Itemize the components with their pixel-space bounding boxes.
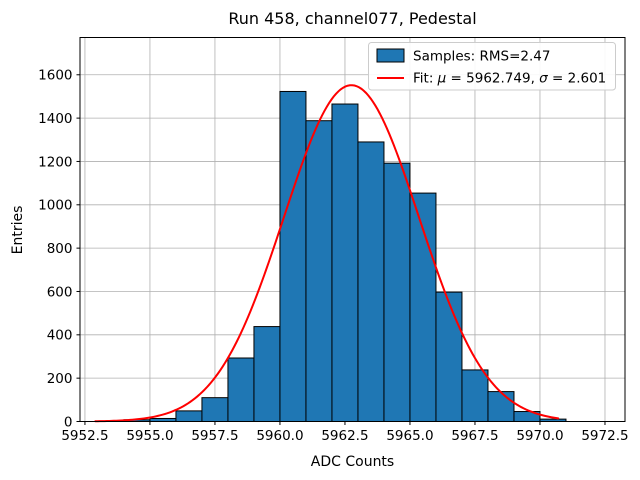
y-tick-label: 1600 <box>38 68 72 84</box>
y-tick-label: 1000 <box>38 198 72 214</box>
chart-title: Run 458, channel077, Pedestal <box>228 9 476 28</box>
histogram-bar <box>487 391 515 423</box>
x-tick-label: 5960.0 <box>256 428 303 444</box>
x-tick-label: 5970.0 <box>516 428 563 444</box>
histogram-bar <box>201 397 229 423</box>
x-axis-label: ADC Counts <box>311 454 394 470</box>
histogram-bar <box>357 141 385 422</box>
gaussian-fit-curve <box>94 84 560 423</box>
x-tick-label: 5952.5 <box>61 428 108 444</box>
y-tick-label: 800 <box>47 241 73 257</box>
legend-fit-label: Fit: μ = 5962.749, σ = 2.601 <box>413 71 606 87</box>
x-tick-label: 5965.0 <box>386 428 433 444</box>
y-tick-label: 200 <box>47 371 73 387</box>
legend-samples-swatch <box>376 48 405 63</box>
histogram-bar <box>253 326 281 423</box>
histogram-bar <box>227 357 255 423</box>
legend-samples-label: Samples: RMS=2.47 <box>413 49 550 65</box>
y-tick-label: 0 <box>64 414 73 430</box>
x-tick-label: 5957.5 <box>191 428 238 444</box>
axes-frame <box>79 37 626 422</box>
x-tick-label: 5962.5 <box>321 428 368 444</box>
fit-curve-path <box>94 84 560 423</box>
histogram-bar <box>305 120 333 422</box>
histogram-bar <box>461 369 489 422</box>
histogram-bar <box>279 90 307 422</box>
x-tick-label: 5967.5 <box>451 428 498 444</box>
legend-frame <box>368 42 616 91</box>
legend-box: Samples: RMS=2.47 Fit: μ = 5962.749, σ =… <box>368 42 616 91</box>
y-tick-label: 1200 <box>38 154 72 170</box>
axes-spines <box>79 37 626 422</box>
histogram-bar <box>175 410 203 423</box>
y-tick-label: 400 <box>47 328 73 344</box>
y-tick-label: 1400 <box>38 111 72 127</box>
x-tick-label: 5972.5 <box>581 428 628 444</box>
y-tick-label: 600 <box>47 284 73 300</box>
histogram-bars <box>123 90 567 423</box>
y-axis-label: Entries <box>10 206 26 255</box>
x-tick-label: 5955.0 <box>126 428 173 444</box>
x-axis-ticks: 5952.5 5955.0 5957.5 5960.0 5962.5 5965.0 5967… <box>61 421 629 444</box>
histogram-bar <box>435 291 463 422</box>
histogram-bar <box>383 162 411 423</box>
y-axis-ticks: 0 200 400 600 800 1000 1200 1400 1600 <box>38 68 80 430</box>
histogram-bar <box>331 103 359 422</box>
